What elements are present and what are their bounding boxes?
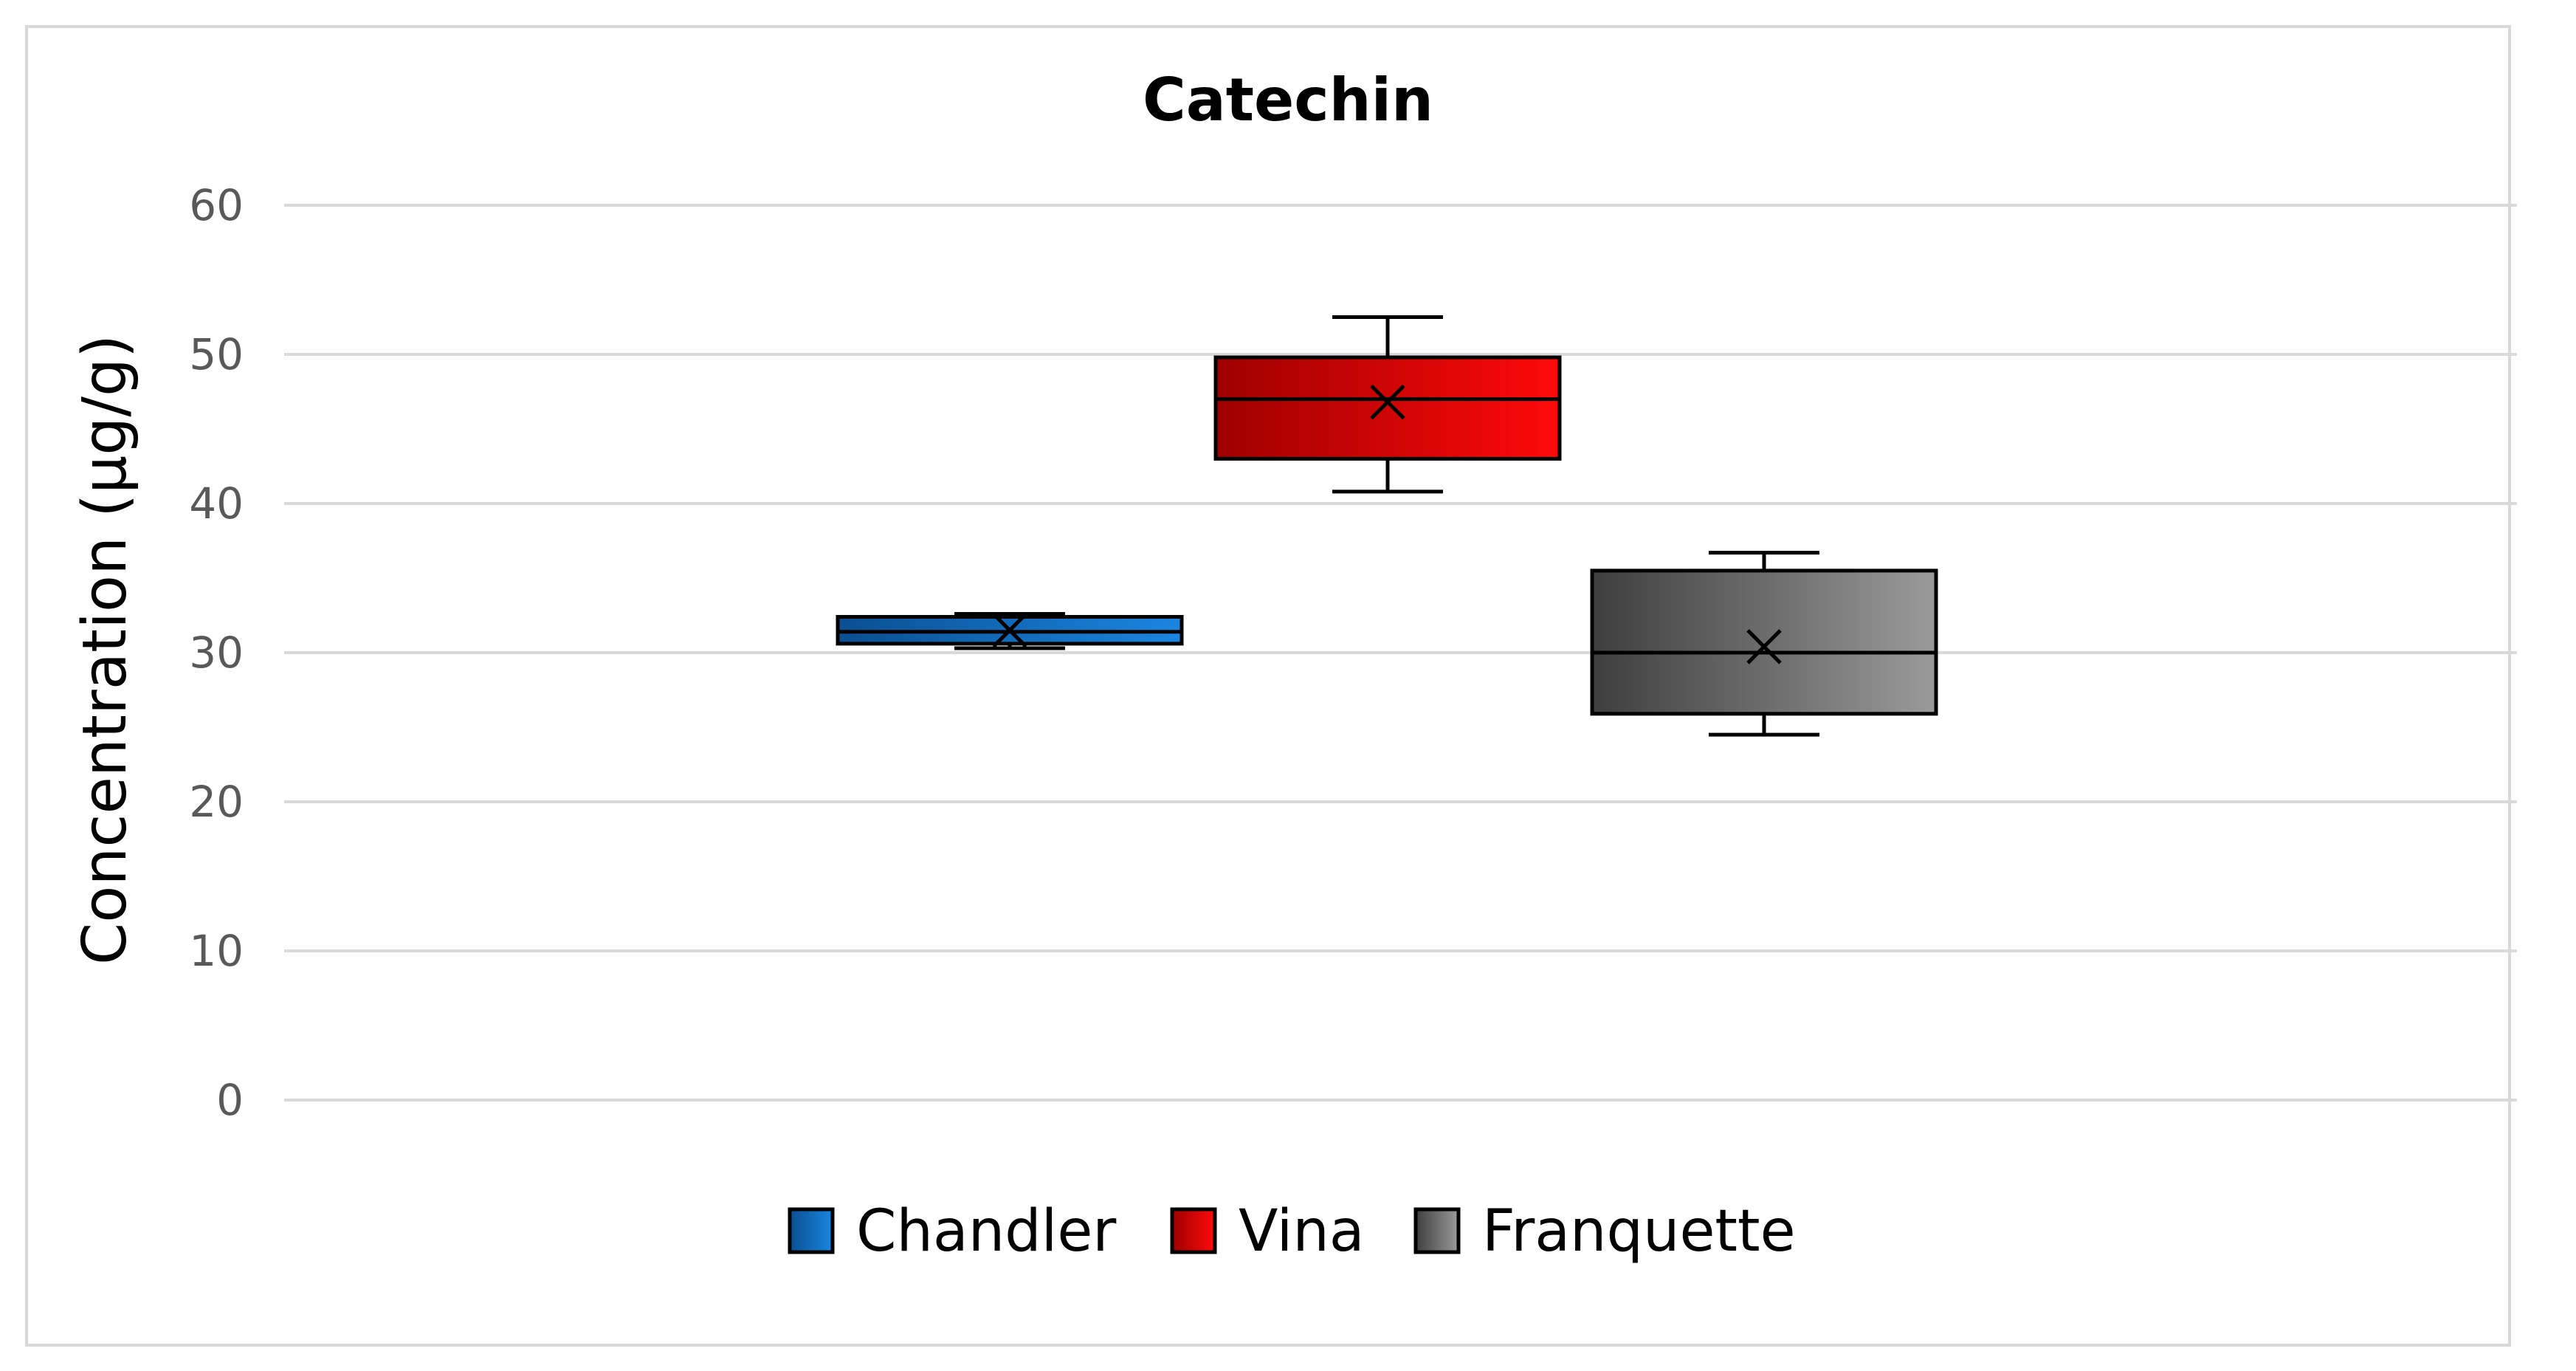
legend-swatch [788,1207,835,1254]
y-tick-label-20: 20 [189,777,244,827]
legend-item-chandler: Chandler [788,1198,1117,1265]
legend-swatch [1413,1207,1461,1254]
legend-label: Chandler [856,1198,1117,1265]
y-tick-label-60: 60 [189,180,244,230]
legend-label: Franquette [1482,1198,1796,1265]
y-tick-label-50: 50 [189,329,244,379]
box-series [836,315,1938,737]
box-chandler [836,611,1184,650]
mean-marker-stroke-b [992,612,1027,648]
mean-marker [1370,384,1405,420]
iqr-box [1590,568,1938,716]
y-axis-label: Concentration (µg/g) [70,334,140,965]
legend: Chandler Vina Franquette [788,1198,1796,1265]
legend-swatch [1170,1207,1217,1254]
y-tick-label-40: 40 [189,478,244,529]
legend-label: Vina [1239,1198,1365,1265]
legend-item-vina: Vina [1170,1198,1365,1265]
mean-marker [1746,629,1782,664]
iqr-box [1213,355,1562,461]
box-vina [1213,315,1562,494]
chart-title: Catechin [1143,66,1433,134]
mean-marker-stroke-b [1370,384,1405,420]
y-axis-ticks: 0 10 20 30 40 50 60 [189,180,244,1125]
box-franquette [1590,551,1938,737]
mean-marker [992,612,1027,648]
gridlines [284,204,2517,1102]
y-tick-label-10: 10 [189,926,244,976]
y-tick-label-30: 30 [189,628,244,678]
y-tick-label-0: 0 [216,1075,244,1125]
chart-frame [25,25,2511,1347]
legend-item-franquette: Franquette [1413,1198,1796,1265]
mean-marker-stroke-b [1746,629,1782,664]
